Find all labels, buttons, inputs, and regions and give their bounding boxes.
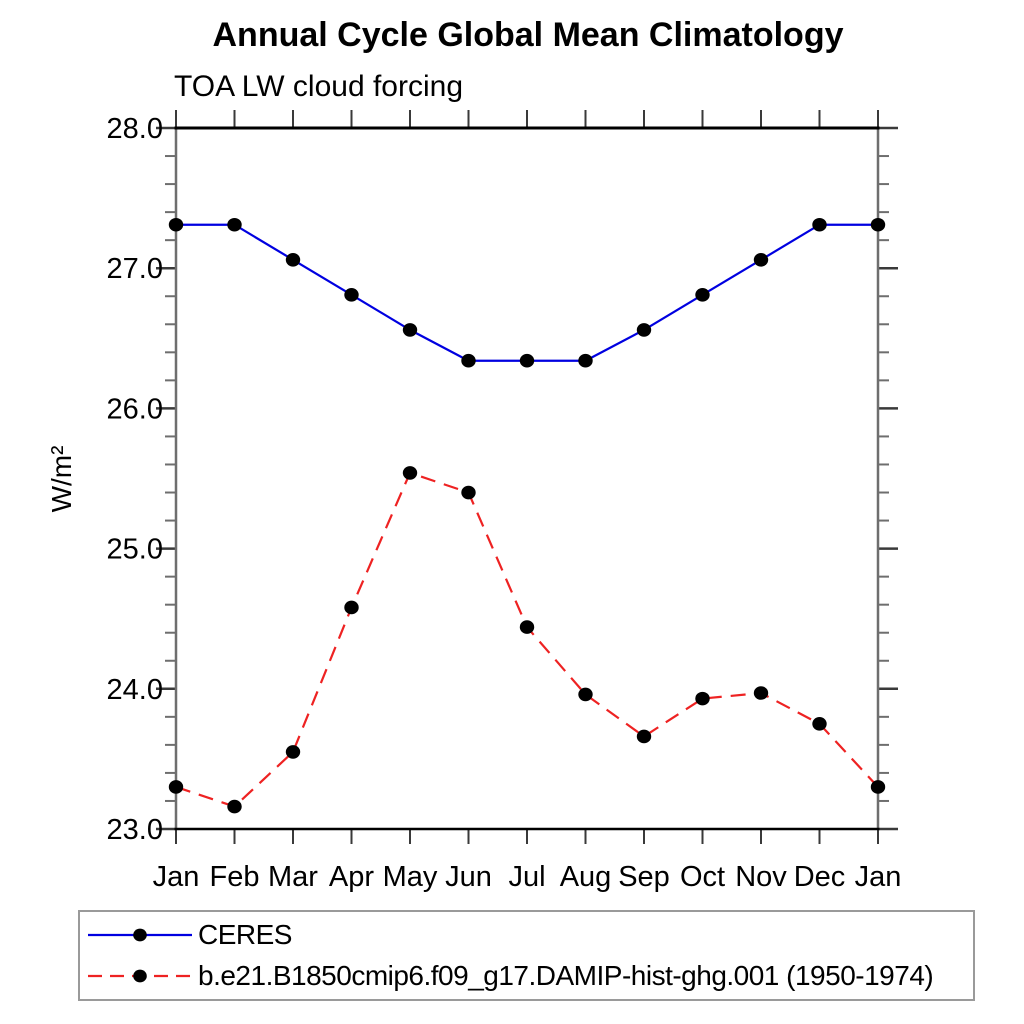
chart-subtitle: TOA LW cloud forcing <box>174 70 464 103</box>
ceres-line-swatch-icon <box>88 928 192 942</box>
legend-label-ceres: CERES <box>198 919 292 951</box>
x-tick-label: Feb <box>210 861 260 893</box>
ceres-line <box>176 223 878 362</box>
x-tick-label: Aug <box>560 861 612 893</box>
x-tick-label: Oct <box>680 861 725 893</box>
data-point-marker <box>227 799 242 814</box>
data-point-marker <box>695 691 710 706</box>
data-point-marker <box>227 217 242 232</box>
data-point-marker <box>461 485 476 500</box>
x-tick-label: Jan <box>855 861 902 893</box>
x-tick-label: Sep <box>618 861 670 893</box>
data-point-marker <box>344 288 359 302</box>
x-tick-label: Nov <box>735 861 787 893</box>
legend-marker-dot <box>133 928 147 942</box>
data-point-marker <box>519 620 535 634</box>
x-tick-label: May <box>383 861 438 893</box>
legend-item-model: b.e21.B1850cmip6.f09_g17.DAMIP-hist-ghg.… <box>86 959 973 993</box>
data-point-marker <box>753 686 769 700</box>
data-point-marker <box>753 252 769 267</box>
data-point-marker <box>636 323 652 337</box>
data-point-marker <box>812 717 827 731</box>
y-tick-label: 23.0 <box>107 814 163 846</box>
y-tick-label: 24.0 <box>107 674 163 706</box>
y-tick-label: 28.0 <box>107 113 163 145</box>
y-tick-label: 25.0 <box>107 534 163 566</box>
chart-title: Annual Cycle Global Mean Climatology <box>212 16 844 54</box>
y-tick-label: 27.0 <box>107 253 163 285</box>
data-point-marker <box>168 217 184 232</box>
data-point-marker <box>461 353 476 368</box>
data-point-marker <box>870 217 886 232</box>
y-tick-label: 26.0 <box>107 393 163 425</box>
model-line <box>175 471 879 808</box>
data-point-marker <box>168 780 184 794</box>
data-point-marker <box>578 687 593 702</box>
legend-marker-dot <box>133 969 147 983</box>
data-point-marker <box>402 323 418 337</box>
data-point-marker <box>636 729 652 744</box>
data-point-marker <box>695 288 710 302</box>
data-point-marker <box>344 600 359 615</box>
data-point-marker <box>402 466 418 480</box>
data-point-marker <box>812 217 827 232</box>
data-point-marker <box>285 745 301 759</box>
x-tick-label: Apr <box>329 861 374 893</box>
x-tick-label: Jan <box>153 861 200 893</box>
model-line-swatch-icon <box>88 969 192 983</box>
data-point-marker <box>870 780 886 794</box>
legend-item-ceres: CERES <box>86 918 973 952</box>
data-point-marker <box>285 252 301 267</box>
x-tick-label: Mar <box>268 861 318 893</box>
x-tick-label: Jul <box>508 861 545 893</box>
legend-label-model: b.e21.B1850cmip6.f09_g17.DAMIP-hist-ghg.… <box>198 959 934 991</box>
x-tick-label: Dec <box>794 861 846 893</box>
x-tick-label: Jun <box>445 861 492 893</box>
legend-box: CERES b.e21.B1850cmip6.f09_g17.DAMIP-his… <box>78 910 975 1001</box>
data-point-marker <box>578 353 593 368</box>
data-point-marker <box>519 353 535 368</box>
